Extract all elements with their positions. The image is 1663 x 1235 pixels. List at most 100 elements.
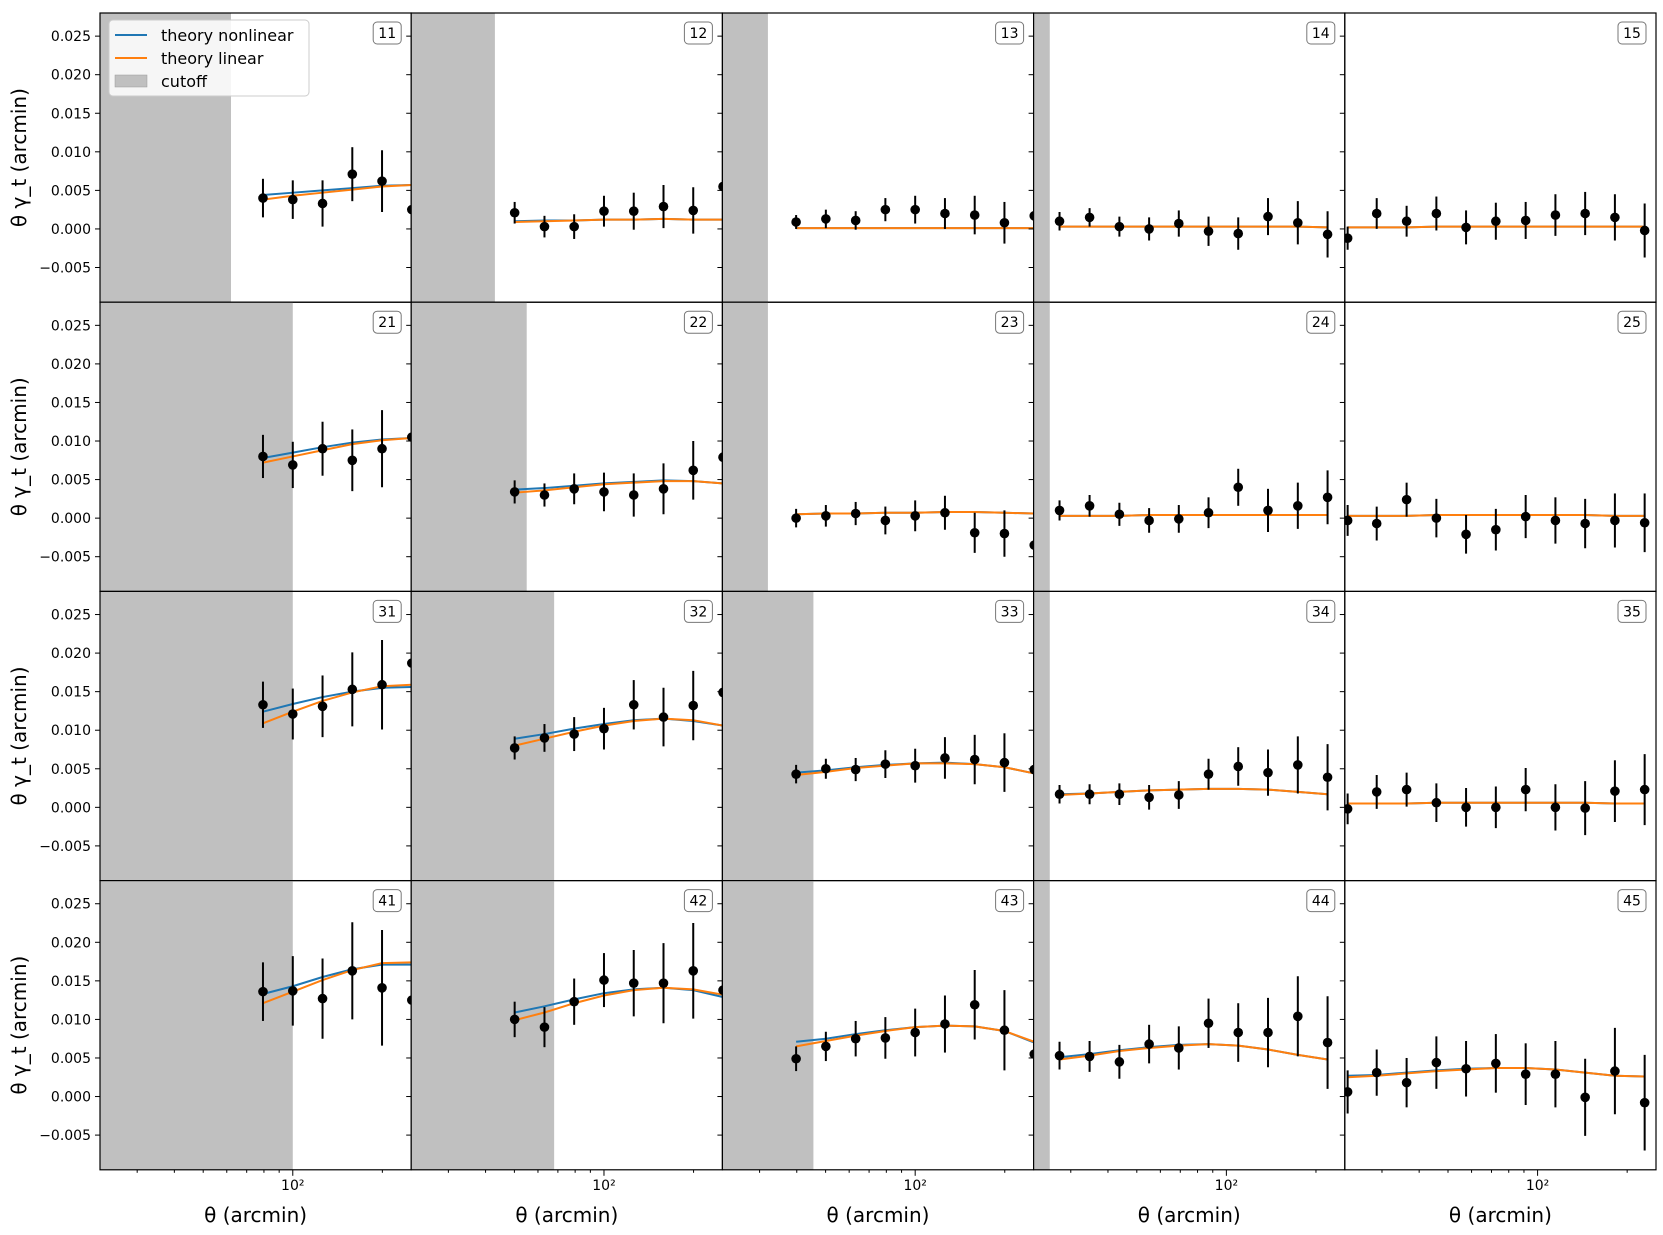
data-point xyxy=(1580,803,1590,813)
data-point xyxy=(791,513,801,523)
data-point xyxy=(377,982,387,993)
panel-label: 25 xyxy=(1623,315,1641,331)
x-axis-label: θ (arcmin) xyxy=(515,1203,618,1227)
data-point xyxy=(347,169,358,179)
y-axis-label: θ γ_t (arcmin) xyxy=(7,956,31,1095)
data-point xyxy=(1520,784,1531,795)
panel-plot-area xyxy=(722,591,1034,881)
data-point xyxy=(509,487,520,497)
data-point xyxy=(1431,797,1442,808)
data-point xyxy=(407,432,412,442)
panel-label: 21 xyxy=(378,315,396,331)
data-point xyxy=(1322,1037,1333,1048)
data-point xyxy=(880,204,891,215)
data-point xyxy=(658,484,669,494)
y-tick-label: −0.005 xyxy=(39,260,91,276)
data-point xyxy=(880,1033,891,1043)
data-point xyxy=(999,757,1010,768)
panel-label: 11 xyxy=(378,26,396,42)
data-point xyxy=(850,1033,861,1044)
panel-label-box xyxy=(372,889,402,913)
theory-nonlinear-line xyxy=(1059,1043,1328,1061)
data-point xyxy=(1293,760,1303,770)
cutoff-region xyxy=(100,591,293,881)
panel-label-box xyxy=(995,21,1025,45)
data-point xyxy=(999,528,1010,539)
data-point xyxy=(1114,1057,1125,1067)
panel-plot-area xyxy=(722,13,1034,303)
panel-label: 15 xyxy=(1623,26,1641,42)
data-point xyxy=(569,221,579,232)
y-axis-label: θ γ_t (arcmin) xyxy=(7,88,31,227)
panel-44: 10² 44 xyxy=(1028,879,1346,1194)
y-tick-label: 0.025 xyxy=(51,318,91,334)
x-axis-label: θ (arcmin) xyxy=(1449,1203,1552,1227)
cutoff-region xyxy=(100,302,293,592)
data-point xyxy=(1173,514,1184,524)
data-point xyxy=(1639,1097,1650,1108)
panel-plot-area xyxy=(1033,880,1333,1170)
panel-label-box xyxy=(1306,310,1336,334)
panel-label-box xyxy=(372,310,402,334)
y-tick-label: 0.005 xyxy=(51,1051,91,1067)
data-point xyxy=(1084,500,1095,511)
data-point xyxy=(1203,507,1214,518)
cutoff-region xyxy=(411,880,555,1170)
data-point xyxy=(628,206,639,216)
data-point xyxy=(599,487,609,497)
data-point xyxy=(999,217,1010,228)
y-axis-label: θ γ_t (arcmin) xyxy=(7,667,31,806)
legend-label-nonlinear: theory nonlinear xyxy=(161,26,294,45)
x-axis-label: θ (arcmin) xyxy=(204,1203,307,1227)
x-tick-label: 10² xyxy=(903,1178,926,1194)
data-point xyxy=(1173,1043,1184,1053)
data-point xyxy=(1144,515,1154,526)
data-point xyxy=(377,176,387,186)
data-point xyxy=(1371,208,1382,219)
data-point xyxy=(1203,226,1214,237)
data-point xyxy=(1203,769,1214,779)
data-point xyxy=(1114,221,1125,232)
data-point xyxy=(850,508,861,519)
y-tick-label: 0.020 xyxy=(51,646,91,662)
panel-label: 31 xyxy=(378,604,396,620)
panel-label-box xyxy=(1617,21,1647,45)
data-point xyxy=(880,759,891,769)
data-point xyxy=(1371,787,1382,797)
cutoff-region xyxy=(100,880,293,1170)
data-point xyxy=(1344,1087,1353,1097)
panel-label-box xyxy=(683,310,713,334)
data-point xyxy=(940,753,950,763)
data-point xyxy=(1371,518,1382,529)
panel-label: 13 xyxy=(1001,26,1019,42)
data-point xyxy=(258,699,268,710)
data-point xyxy=(407,658,412,668)
data-point xyxy=(539,733,550,743)
axis-labels-layer: θ γ_t (arcmin) θ γ_t (arcmin) θ γ_t (arcmi… xyxy=(7,88,1552,1227)
data-point xyxy=(377,443,387,454)
cutoff-region xyxy=(722,880,814,1170)
data-point xyxy=(718,452,723,462)
data-point xyxy=(258,451,268,462)
panel-label: 41 xyxy=(378,894,396,910)
cutoff-region xyxy=(411,13,495,303)
panel-frame xyxy=(1032,301,1346,593)
data-point xyxy=(1144,224,1154,234)
data-point xyxy=(910,204,920,215)
panel-label-box xyxy=(995,310,1025,334)
data-point xyxy=(1491,1058,1501,1069)
panel-21: −0.005 0.000 0.005 0.010 0.015 0.020 0.025 21 xyxy=(39,301,412,593)
data-point xyxy=(1580,208,1590,219)
data-point xyxy=(1084,789,1095,800)
data-point xyxy=(658,201,669,212)
panel-label: 12 xyxy=(689,26,707,42)
panel-42: 10² 42 xyxy=(406,879,724,1194)
data-point xyxy=(1639,784,1650,795)
panel-label-box xyxy=(1617,599,1647,623)
data-point xyxy=(1293,500,1303,511)
data-point xyxy=(1233,1027,1244,1038)
data-point xyxy=(1173,790,1184,800)
cutoff-region xyxy=(722,302,768,592)
y-tick-label: 0.025 xyxy=(51,29,91,45)
data-point xyxy=(1550,515,1561,526)
